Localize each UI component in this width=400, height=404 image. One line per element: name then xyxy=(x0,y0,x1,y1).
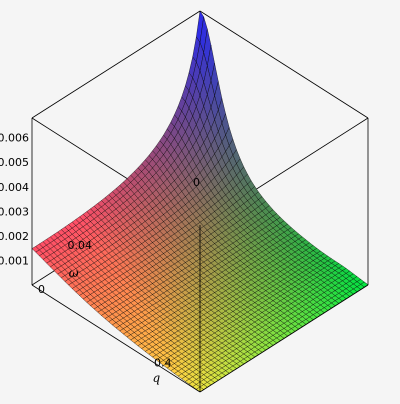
z-tick-label: 0.005 xyxy=(0,156,29,169)
box-edge-top-omega xyxy=(31,10,201,119)
box-edge-base-front-q xyxy=(199,284,369,393)
z-tick-label: 0.001 xyxy=(0,254,29,267)
surface-mesh xyxy=(31,10,369,393)
z-tick-label: 0.004 xyxy=(0,181,29,194)
omega-tick-label: 0.04 xyxy=(68,239,93,252)
bounding-box-front xyxy=(31,118,369,393)
tick-labels: 0.001 0.002 0.003 0.004 0.005 0.006 0 0.04 0 0.4 ω… xyxy=(0,132,200,385)
q-tick-label: 0.4 xyxy=(154,356,172,369)
q-tick-label: 0 xyxy=(38,283,45,296)
z-tick-label: 0.002 xyxy=(0,230,29,243)
q-axis-label: q xyxy=(153,371,161,385)
box-edge-top-q xyxy=(199,10,369,119)
z-tick-label: 0.006 xyxy=(0,132,29,145)
box-edge-base-front-omega xyxy=(31,284,201,393)
z-tick-label: 0.003 xyxy=(0,205,29,218)
omega-tick-label: 0 xyxy=(193,176,200,189)
omega-axis-label: ω xyxy=(69,266,79,280)
